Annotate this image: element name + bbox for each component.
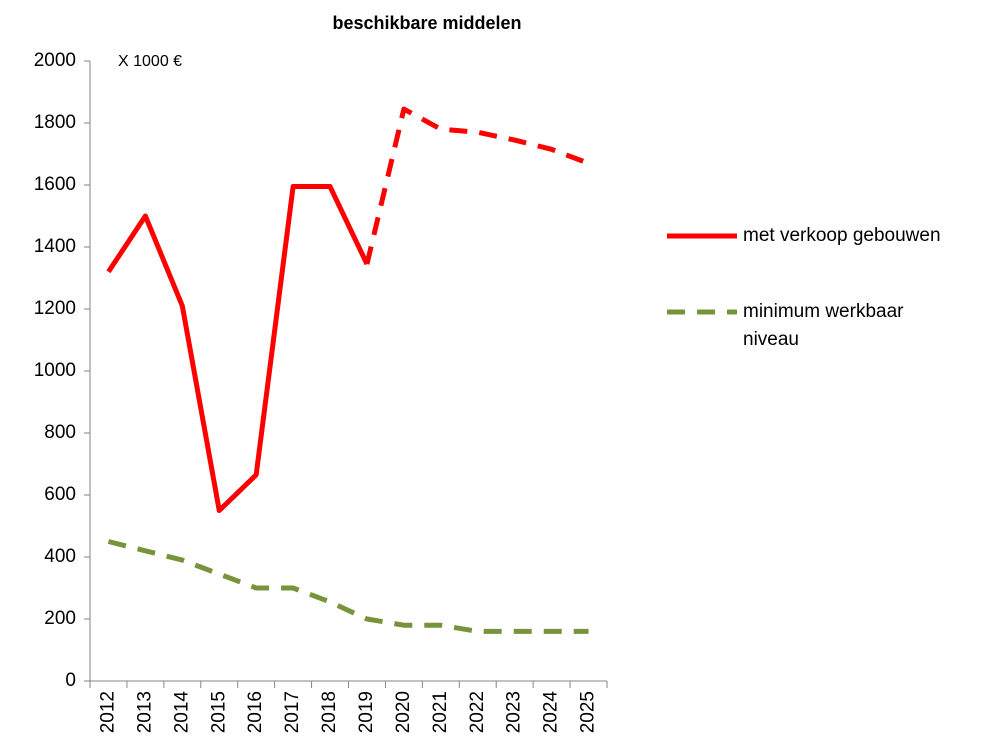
x-tick-label: 2012 xyxy=(97,691,118,733)
y-tick-label: 200 xyxy=(44,608,76,629)
y-tick-label: 1200 xyxy=(34,298,76,319)
y-tick-label: 800 xyxy=(44,422,76,443)
x-tick-label: 2017 xyxy=(282,691,303,733)
y-tick-label: 1000 xyxy=(34,360,76,381)
y-tick-label: 400 xyxy=(44,546,76,567)
chart-title: beschikbare middelen xyxy=(332,13,521,33)
y-tick-label: 1800 xyxy=(34,112,76,133)
annotation: X 1000 € xyxy=(118,53,182,70)
x-tick-label: 2015 xyxy=(208,691,229,733)
x-tick-label: 2018 xyxy=(319,691,340,733)
x-tick-label: 2014 xyxy=(171,691,192,734)
x-tick-label: 2019 xyxy=(356,691,377,733)
x-tick-label: 2020 xyxy=(393,691,414,733)
x-tick-label: 2021 xyxy=(430,691,451,733)
y-tick-label: 1400 xyxy=(34,236,76,257)
x-tick-label: 2024 xyxy=(541,691,562,734)
line-series xyxy=(364,106,590,265)
y-tick-label: 600 xyxy=(44,484,76,505)
chart: beschikbare middelen X 1000 € 0 200 400 600… xyxy=(34,13,608,734)
x-tick-label: 2013 xyxy=(134,691,155,733)
line-series xyxy=(106,184,370,513)
y-tick-label: 1600 xyxy=(34,174,76,195)
legend-item: met verkoop gebouwen xyxy=(665,222,995,250)
x-tick-label: 2025 xyxy=(578,691,599,733)
y-tick-label: 2000 xyxy=(34,50,76,71)
legend-label: minimum werkbaar niveau xyxy=(743,301,904,350)
x-tick-label: 2023 xyxy=(504,691,525,733)
legend-label: met verkoop gebouwen xyxy=(743,225,941,246)
legend-swatch xyxy=(667,233,737,239)
legend-swatch xyxy=(667,309,737,315)
legend: met verkoop gebouwen minimum werkbaar niv… xyxy=(665,222,995,402)
x-tick-label: 2016 xyxy=(245,691,266,733)
y-tick-label: 0 xyxy=(65,670,76,691)
x-tick-label: 2022 xyxy=(467,691,488,733)
line-series xyxy=(107,539,589,634)
legend-item: minimum werkbaar niveau xyxy=(665,298,995,354)
